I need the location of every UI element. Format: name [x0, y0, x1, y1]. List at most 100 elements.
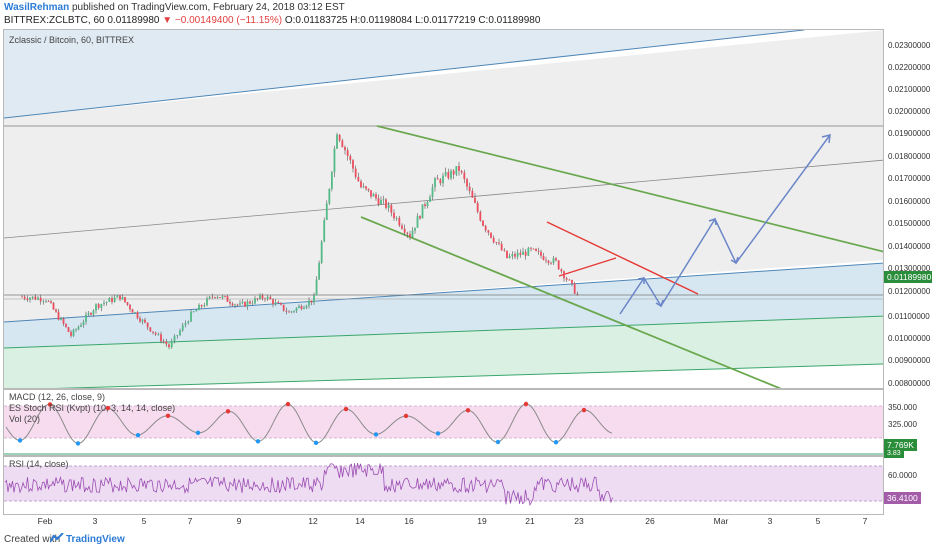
mid-upper-line[interactable]	[4, 159, 884, 239]
candle-body	[200, 304, 203, 307]
candle-body	[26, 298, 29, 300]
candle-body	[129, 304, 131, 310]
candle-body	[293, 311, 295, 312]
rsi-svg	[4, 462, 883, 507]
candle-body	[398, 217, 401, 226]
stoch-signal-dot	[435, 431, 441, 436]
candle-body	[540, 251, 542, 256]
candle-body	[116, 295, 119, 298]
candle-body	[403, 228, 406, 233]
price-pane[interactable]: Zclassic / Bitcoin, 60, BITTREX	[3, 29, 884, 389]
candle-body	[154, 332, 157, 335]
candle-body	[571, 279, 573, 284]
stoch-signal-dot	[47, 402, 53, 407]
tradingview-brand-link[interactable]: TradingView	[66, 534, 125, 545]
candle-body	[134, 312, 136, 313]
candle-body	[195, 310, 198, 312]
candle-body	[511, 254, 514, 257]
triangle-top-line[interactable]	[546, 221, 699, 295]
candle-body	[344, 147, 346, 151]
x-tick: 3	[92, 516, 98, 526]
upper-trend-line[interactable]	[4, 30, 805, 119]
candle-body	[406, 232, 409, 234]
candle-body	[111, 297, 113, 302]
rsi-line	[4, 462, 613, 507]
time-axis[interactable]: Feb 3 5 7 9 12 14 16 19 21 23 26 Mar 3 5…	[3, 515, 884, 529]
candle-body	[288, 311, 290, 313]
vol-label: Vol (20)	[9, 414, 41, 424]
candle-body	[124, 297, 126, 303]
candle-body	[203, 305, 206, 307]
candle-body	[75, 329, 77, 331]
candle-body	[338, 134, 341, 141]
candle-body	[479, 211, 482, 221]
candle-body	[409, 233, 411, 238]
candle-body	[498, 242, 500, 244]
candle-body	[487, 230, 490, 233]
projection-arrow-path[interactable]	[619, 134, 831, 315]
price-chart-svg	[4, 30, 884, 389]
x-tick: 9	[236, 516, 242, 526]
symbol-label: BITTREX:ZCLBTC, 60	[4, 15, 105, 26]
green-line-2[interactable]	[4, 363, 884, 389]
candle-body	[563, 271, 565, 279]
candle-body	[320, 241, 323, 263]
candle-body	[246, 301, 249, 307]
candle-body	[208, 296, 211, 299]
candle-body	[325, 203, 328, 221]
channel-top-line[interactable]	[376, 125, 884, 253]
stoch-signal-dot	[313, 440, 319, 446]
candle-body	[131, 309, 134, 313]
stoch-signal-dot	[135, 433, 141, 438]
candle-body	[52, 302, 55, 310]
stoch-label: ES Stoch RSI (Kvpt) (10, 3, 14, 14, clos…	[9, 403, 176, 413]
publish-line: WasilRehman published on TradingView.com…	[4, 2, 345, 13]
stoch-signal-dot	[495, 439, 501, 445]
candle-body	[466, 179, 468, 187]
candle-body	[303, 307, 305, 309]
candle-body	[206, 298, 208, 306]
x-tick: 3	[767, 516, 773, 526]
author-link[interactable]: WasilRehman	[4, 2, 70, 13]
price-axis[interactable]: 0.02300000 0.02200000 0.02100000 0.02000…	[888, 41, 931, 388]
candle-body	[313, 295, 315, 303]
candle-body	[500, 243, 503, 251]
candle-body	[365, 186, 367, 189]
candle-body	[552, 258, 555, 264]
candle-body	[234, 304, 236, 306]
candle-body	[47, 300, 50, 302]
candle-body	[254, 298, 256, 304]
candle-body	[514, 254, 516, 257]
candle-body	[555, 258, 557, 261]
stoch-pane[interactable]: MACD (12, 26, close, 9) ES Stoch RSI (Kv…	[3, 389, 884, 456]
rsi-pane[interactable]: RSI (14, close)	[3, 456, 884, 515]
candle-body	[300, 306, 303, 309]
vol-tag-2: 3.83	[884, 449, 904, 458]
candle-body	[349, 155, 352, 161]
candle-body	[50, 301, 52, 303]
created-with-text: Created with	[4, 534, 61, 545]
triangle-bottom-line[interactable]	[558, 257, 617, 277]
candle-body	[431, 187, 434, 197]
candle-body	[463, 172, 466, 180]
candle-body	[390, 205, 393, 213]
blue-support-line[interactable]	[4, 262, 884, 323]
candle-body	[121, 297, 124, 300]
candle-body	[231, 303, 234, 306]
candle-body	[419, 216, 421, 219]
candle-body	[62, 318, 65, 324]
candle-body	[354, 168, 357, 177]
stoch-signal-dot	[105, 405, 111, 411]
candle-body	[285, 310, 288, 312]
candle-body	[21, 296, 23, 298]
x-tick: 12	[308, 516, 318, 526]
candle-body	[490, 232, 492, 238]
stoch-axis: 350.000 325.000	[888, 403, 917, 429]
channel-bottom-line[interactable]	[360, 216, 784, 389]
candle-body	[251, 303, 254, 305]
candle-body	[395, 217, 398, 219]
candle-body	[522, 251, 524, 255]
candle-body	[471, 190, 474, 198]
candle-body	[39, 297, 42, 302]
green-line-1[interactable]	[4, 315, 884, 349]
